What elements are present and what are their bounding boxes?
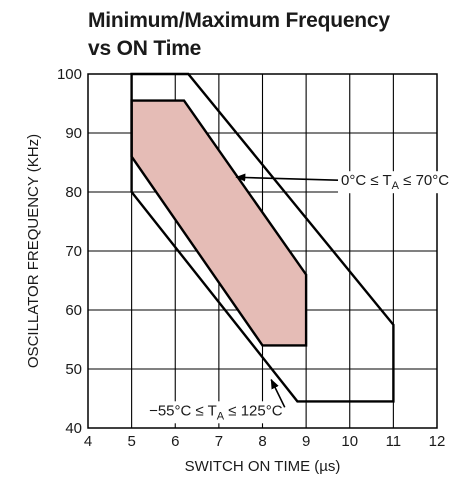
y-tick-label-80: 80 bbox=[65, 184, 82, 201]
chart-title-line-2: vs ON Time bbox=[88, 37, 202, 60]
x-tick-label-4: 4 bbox=[84, 433, 92, 450]
y-axis-label: OSCILLATOR FREQUENCY (KHz) bbox=[25, 134, 42, 368]
y-tick-label-40: 40 bbox=[65, 420, 82, 437]
plot-frame bbox=[87, 73, 438, 429]
x-axis-label: SWITCH ON TIME (µs) bbox=[185, 458, 341, 475]
y-tick-label-100: 100 bbox=[57, 66, 82, 83]
x-tick-label-5: 5 bbox=[127, 433, 135, 450]
annotations: 0°C ≤ TA ≤ 70°C −55°C ≤ TA ≤ 125°C bbox=[146, 171, 453, 424]
tick-labels: 4 5 6 7 8 9 10 11 12 40 50 60 70 80 90 100 bbox=[57, 66, 445, 450]
x-tick-label-10: 10 bbox=[341, 433, 358, 450]
x-tick-label-8: 8 bbox=[258, 433, 266, 450]
annotation-0-70c: 0°C ≤ TA ≤ 70°C bbox=[341, 172, 449, 192]
x-tick-label-9: 9 bbox=[302, 433, 310, 450]
chart-title-line-1: Minimum/Maximum Frequency bbox=[88, 9, 390, 32]
annotation-bg-0 bbox=[338, 171, 453, 194]
annotation-arrow-0 bbox=[235, 173, 339, 182]
annotation-minus55-125c: −55°C ≤ TA ≤ 125°C bbox=[149, 402, 283, 422]
y-tick-label-70: 70 bbox=[65, 243, 82, 260]
x-tick-label-12: 12 bbox=[429, 433, 446, 450]
x-tick-label-11: 11 bbox=[386, 433, 402, 450]
y-tick-label-50: 50 bbox=[65, 361, 82, 378]
x-tick-label-6: 6 bbox=[171, 433, 179, 450]
x-tick-label-7: 7 bbox=[215, 433, 223, 450]
y-tick-label-90: 90 bbox=[65, 125, 82, 142]
y-tick-label-60: 60 bbox=[65, 302, 82, 319]
annotation-arrow-1 bbox=[270, 378, 286, 408]
annotation-bg-1 bbox=[146, 401, 286, 424]
